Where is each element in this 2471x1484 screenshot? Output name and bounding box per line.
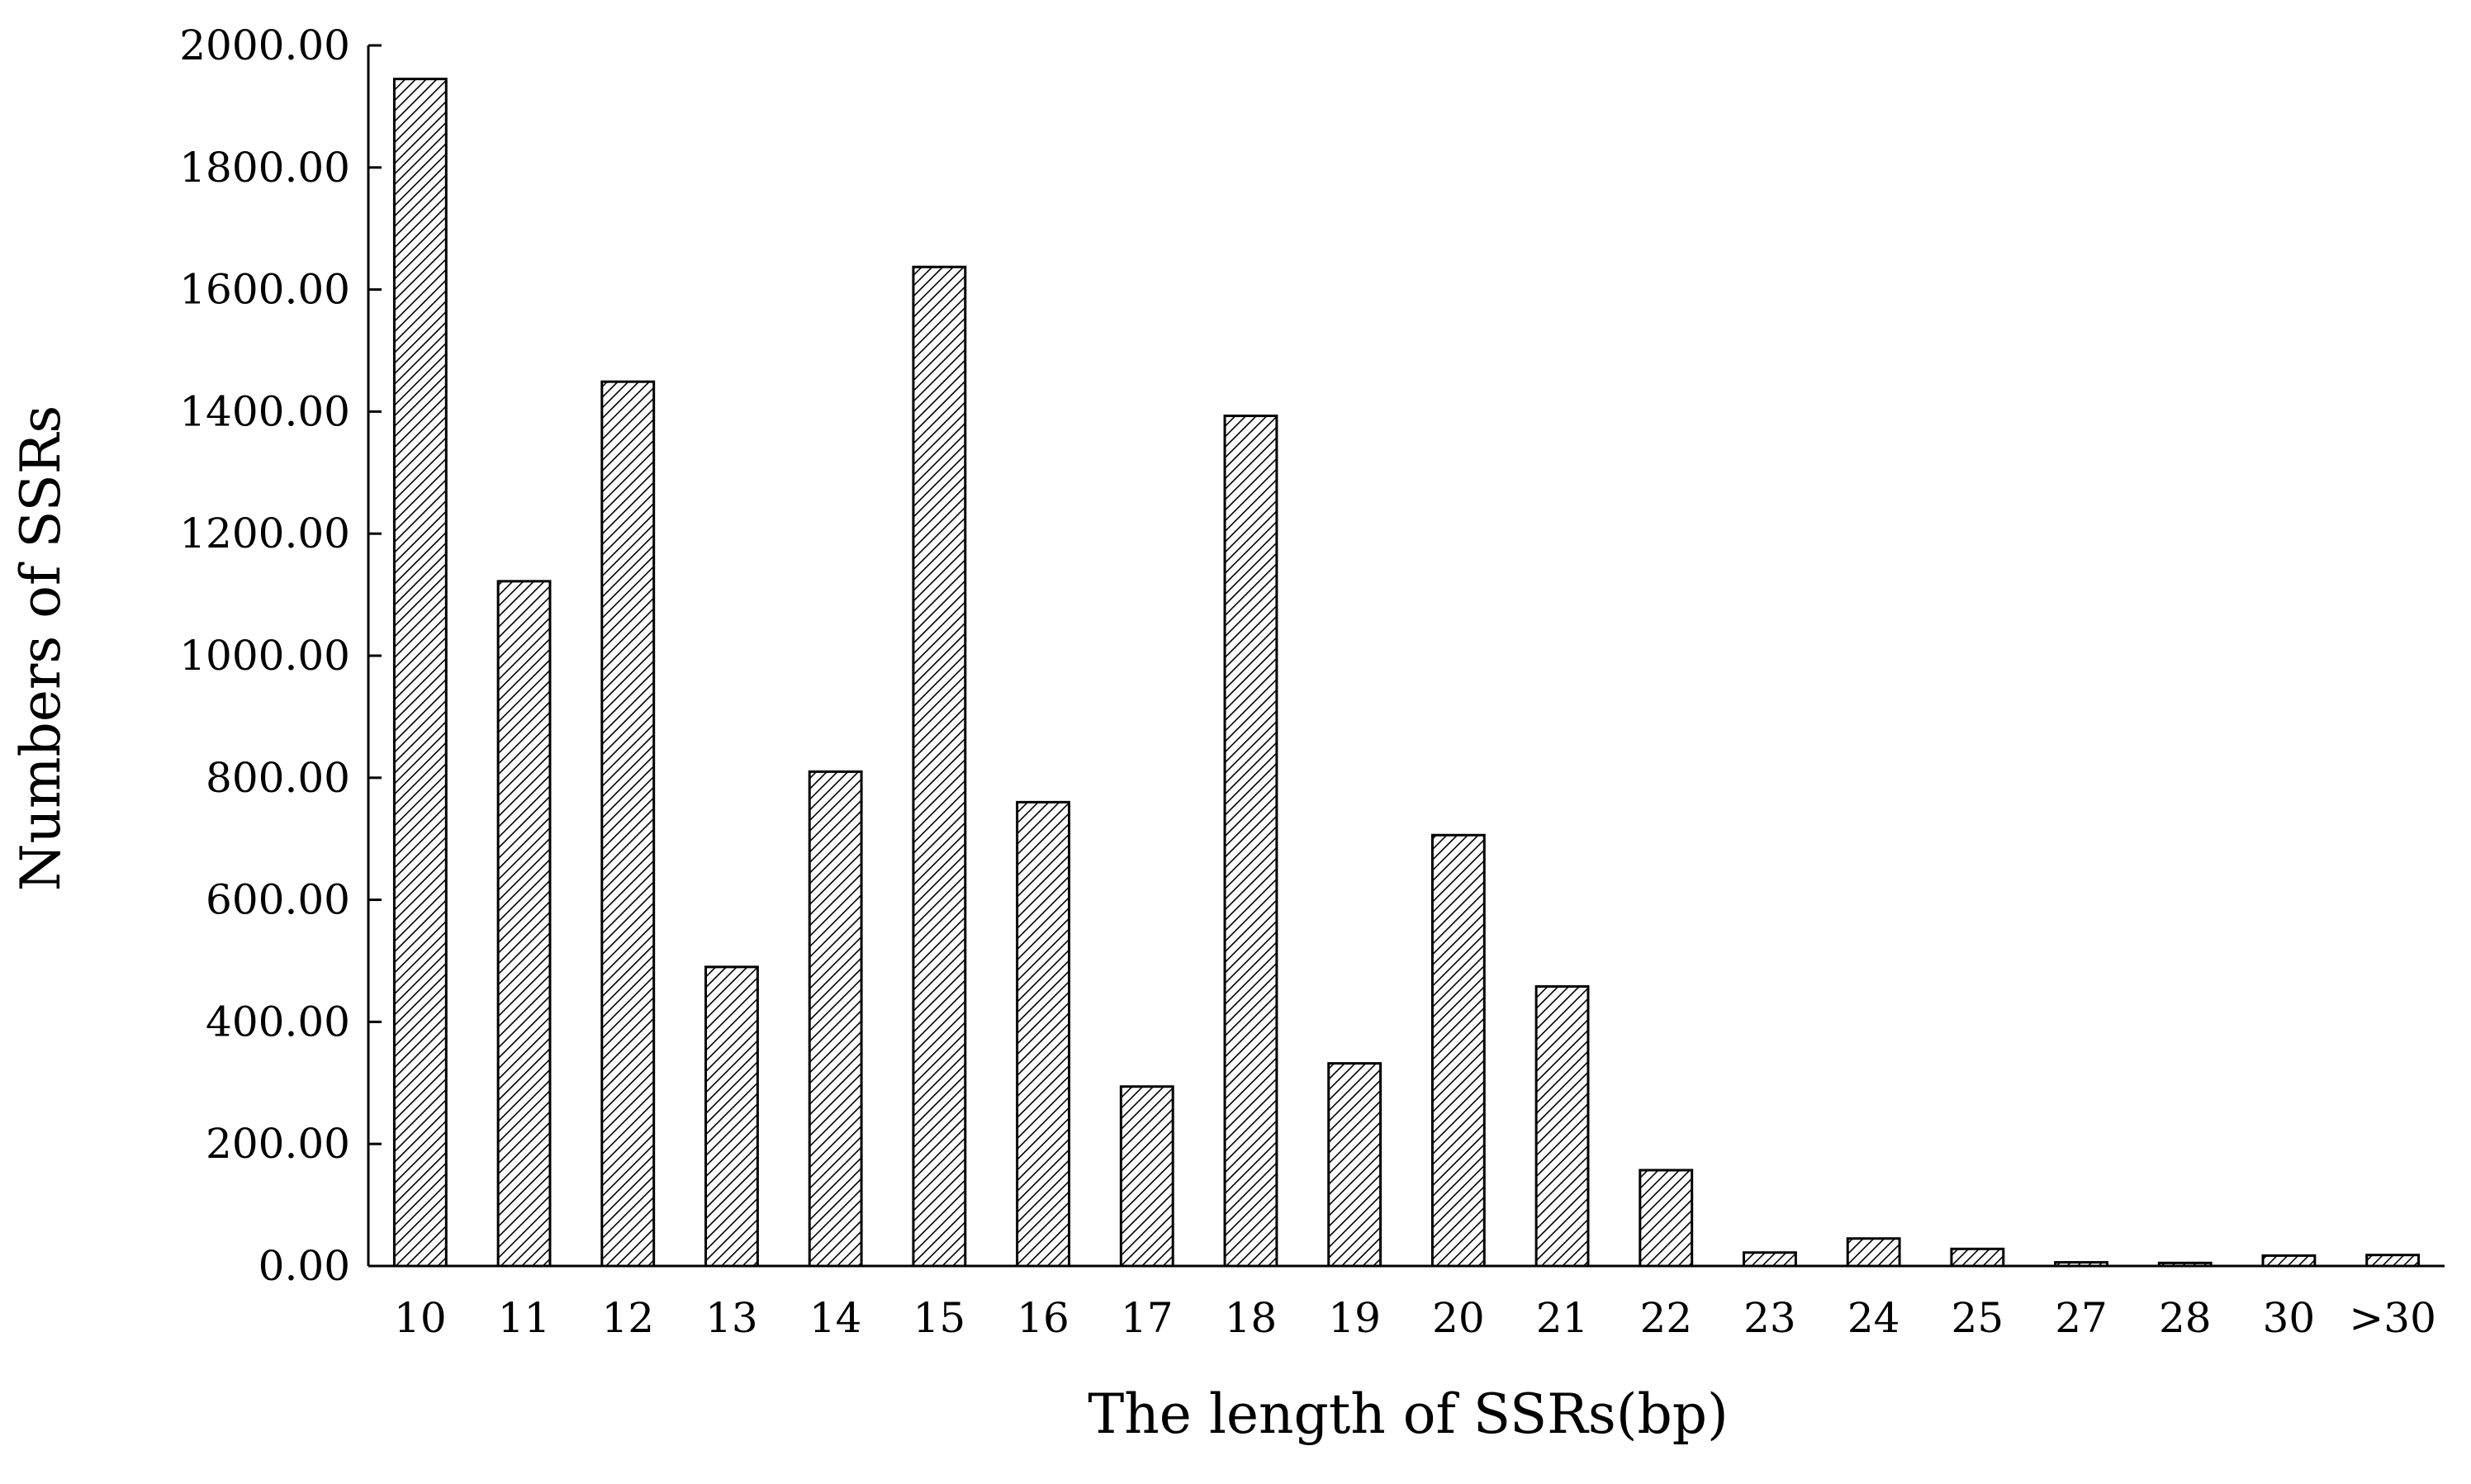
bar-27 bbox=[2054, 1261, 2108, 1268]
bar-25 bbox=[1950, 1247, 2005, 1268]
x-tick-label: 14 bbox=[809, 1294, 862, 1342]
x-tick-label: 12 bbox=[601, 1294, 654, 1342]
bar-21 bbox=[1534, 985, 1590, 1268]
x-tick-label: 25 bbox=[1952, 1294, 2004, 1342]
y-axis-title: Numbers of SSRs bbox=[9, 405, 73, 892]
bar-18 bbox=[1223, 415, 1278, 1268]
x-tick-label: 11 bbox=[498, 1294, 551, 1342]
x-tick-label: 15 bbox=[913, 1294, 966, 1342]
y-tick-label: 600.00 bbox=[206, 876, 350, 924]
x-tick-label: >30 bbox=[2349, 1294, 2436, 1342]
bar-12 bbox=[600, 380, 656, 1268]
x-axis: 10 11 12 13 14 15 16 17 18 19 20 21 22 23 24 25 27 28 30 >3… bbox=[368, 1264, 2445, 1342]
bar-11 bbox=[496, 580, 552, 1268]
bar-17 bbox=[1119, 1085, 1174, 1268]
bar-22 bbox=[1639, 1169, 1694, 1268]
x-tick-label: 13 bbox=[705, 1294, 758, 1342]
y-tick-label: 1200.00 bbox=[179, 510, 350, 557]
bars bbox=[392, 78, 2421, 1268]
x-tick-label: 23 bbox=[1743, 1294, 1796, 1342]
bar-23 bbox=[1743, 1251, 1797, 1268]
y-tick-label: 400.00 bbox=[206, 998, 350, 1045]
bar-24 bbox=[1846, 1237, 1901, 1268]
bar-13 bbox=[704, 965, 759, 1268]
bar-28 bbox=[2157, 1261, 2213, 1268]
x-tick-label: 22 bbox=[1639, 1294, 1692, 1342]
bar-15 bbox=[912, 265, 967, 1268]
y-tick-label: 200.00 bbox=[206, 1120, 350, 1168]
x-tick-label: 27 bbox=[2055, 1294, 2108, 1342]
bar-gt30 bbox=[2365, 1254, 2421, 1268]
x-tick-label: 17 bbox=[1121, 1294, 1174, 1342]
x-axis-title: The length of SSRs(bp) bbox=[1088, 1382, 1728, 1446]
y-tick-label: 0.00 bbox=[258, 1242, 350, 1290]
y-tick-label: 1800.00 bbox=[179, 144, 350, 192]
bar-16 bbox=[1016, 800, 1070, 1268]
y-tick-label: 2000.00 bbox=[179, 21, 350, 69]
x-tick-label: 18 bbox=[1225, 1294, 1278, 1342]
y-tick-label: 1600.00 bbox=[179, 266, 350, 314]
x-tick-label: 30 bbox=[2263, 1294, 2316, 1342]
bar-14 bbox=[808, 770, 863, 1268]
bar-19 bbox=[1327, 1062, 1383, 1268]
bar-10 bbox=[392, 78, 448, 1268]
bar-30 bbox=[2261, 1254, 2317, 1268]
y-tick-label: 1000.00 bbox=[179, 632, 350, 680]
x-tick-label: 10 bbox=[394, 1294, 447, 1342]
x-tick-label: 28 bbox=[2159, 1294, 2212, 1342]
x-tick-label: 20 bbox=[1432, 1294, 1485, 1342]
x-tick-label: 24 bbox=[1847, 1294, 1900, 1342]
y-axis: 0.00 200.00 400.00 600.00 800.00 1000.00 1200.… bbox=[179, 21, 382, 1290]
bar-20 bbox=[1430, 833, 1486, 1268]
y-tick-label: 1400.00 bbox=[179, 387, 350, 435]
x-tick-label: 16 bbox=[1017, 1294, 1070, 1342]
x-tick-label: 21 bbox=[1536, 1294, 1589, 1342]
y-tick-label: 800.00 bbox=[206, 754, 350, 802]
x-tick-label: 19 bbox=[1328, 1294, 1381, 1342]
